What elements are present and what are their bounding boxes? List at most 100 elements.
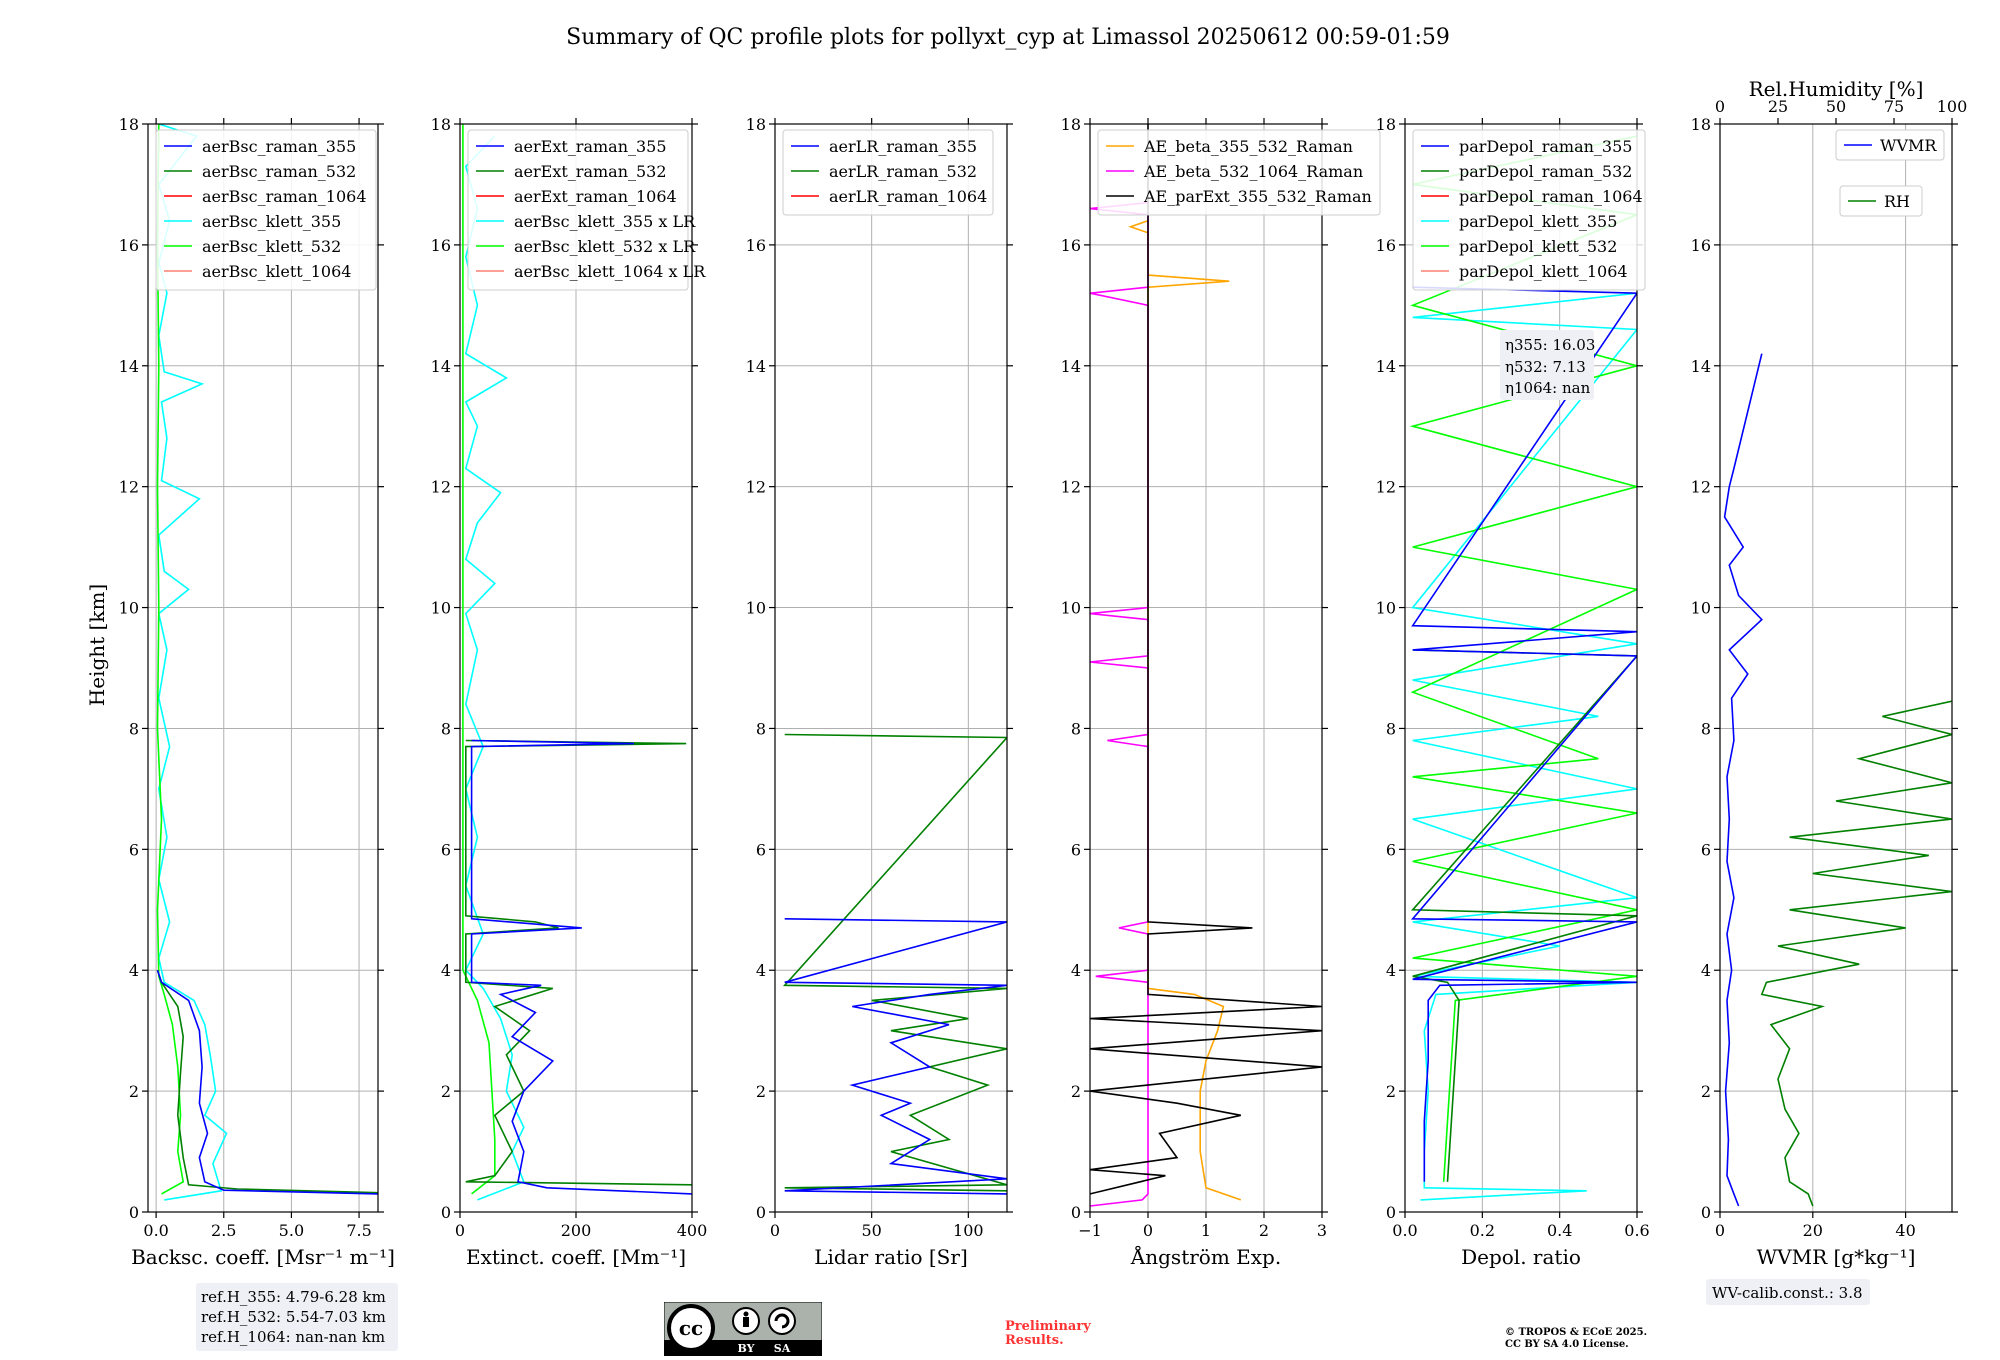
legend-label: aerExt_raman_1064 [514,187,677,206]
y-tick-label: 8 [1386,719,1396,738]
y-tick-label: 0 [1701,1203,1711,1222]
y-tick-label: 18 [1691,115,1711,134]
legend-label: parDepol_raman_532 [1459,162,1632,181]
y-tick-label: 16 [746,236,766,255]
y-tick-label: 8 [1071,719,1081,738]
y-tick-label: 4 [1071,961,1081,980]
x-tick-label: 20 [1803,1221,1823,1240]
x-tick-label: 5.0 [279,1221,304,1240]
y-tick-label: 0 [756,1203,766,1222]
wv-calib-const: WV-calib.const.: 3.8 [1712,1284,1863,1302]
axes-frame [147,123,379,1213]
panel-3: 0 2 4 6 8 10 12 14 16 18 0 50 100 Lidar ratio [Sr] aer… [746,115,1013,1269]
y-tick-label: 18 [746,115,766,134]
y-tick-label: 6 [756,840,766,859]
series-RH [1760,700,1952,1207]
svg-text:cc: cc [679,1316,703,1340]
y-tick-label: 18 [1061,115,1081,134]
wv-calib-box: WV-calib.const.: 3.8 [1706,1279,1870,1305]
ref-height-1064: ref.H_1064: nan-nan km [201,1328,385,1346]
legend-label: aerBsc_klett_355 x LR [514,212,696,231]
y-tick-label: 18 [431,115,451,134]
series-aerBsc_klett_532 [156,124,185,1195]
x-tick-label: 0 [770,1221,780,1240]
y-tick-label: 6 [441,840,451,859]
x2-axis-label: Rel.Humidity [%] [1749,77,1924,101]
series-parDepol_klett_532 [1409,135,1637,1182]
y-tick-label: 4 [1386,961,1396,980]
series-parDepol_raman_355 [1410,286,1637,1182]
legend-label: aerBsc_klett_1064 x LR [514,262,706,281]
x-tick-label: 0.0 [1392,1221,1417,1240]
x2-tick-label: 25 [1768,97,1788,116]
y-tick-label: 2 [129,1082,139,1101]
x-tick-label: 400 [677,1221,708,1240]
legend-wvmr: WVMR [1835,129,1945,161]
copyright-line-1: © TROPOS & ECoE 2025. [1505,1327,1648,1338]
y-tick-label: 12 [746,478,766,497]
y-tick-label: 12 [1061,478,1081,497]
y-tick-label: 12 [1376,478,1396,497]
figure-title: Summary of QC profile plots for pollyxt_… [566,25,1450,50]
preliminary-note: Preliminary Results. [1005,1320,1091,1348]
legend-label: parDepol_raman_355 [1459,137,1632,156]
x-tick-label: 40 [1895,1221,1915,1240]
x2-tick-label: 100 [1937,97,1968,116]
y-tick-label: 14 [431,357,451,376]
x-axis-label: Lidar ratio [Sr] [814,1245,968,1269]
y-tick-label: 8 [129,719,139,738]
x-axis-label: Extinct. coeff. [Mm⁻¹] [466,1245,686,1269]
panel-2: 0 2 4 6 8 10 12 14 16 18 0 200 400 Extinct. coeff. [M… [431,115,708,1269]
y-tick-label: 8 [756,719,766,738]
legend-label: parDepol_raman_1064 [1459,187,1643,206]
x-axis-label: Ångström Exp. [1130,1244,1281,1269]
legend-label: aerBsc_klett_1064 [202,262,351,281]
ref-heights-box: ref.H_355: 4.79-6.28 km ref.H_532: 5.54-… [196,1283,398,1351]
legend-label: aerLR_raman_532 [829,162,977,181]
series-aerExt_raman_532 [465,739,692,1186]
y-tick-label: 10 [1691,599,1711,618]
y-tick-label: 18 [1376,115,1396,134]
x2-tick-label: 0 [1715,97,1725,116]
y-tick-label: 2 [441,1082,451,1101]
x-tick-label: 50 [861,1221,881,1240]
legend: parDepol_raman_355 parDepol_raman_532 parD… [1412,129,1646,291]
y-tick-label: 0 [1386,1203,1396,1222]
panel-5: 0 2 4 6 8 10 12 14 16 18 0.0 0.2 0.4 0.6 Depol. ratio p… [1376,115,1650,1269]
y-tick-label: 10 [1061,599,1081,618]
x-tick-label: 0.2 [1470,1221,1495,1240]
legend-box [782,129,994,216]
y-tick-label: 14 [1691,357,1711,376]
series-aerBsc_klett_355 [157,124,228,1201]
y-tick-label: 4 [129,961,139,980]
y-tick-label: 8 [1701,719,1711,738]
y-tick-label: 2 [1071,1082,1081,1101]
series-parDepol_klett_355 [1411,292,1637,1201]
legend-label: RH [1884,192,1910,211]
y-tick-label: 10 [1376,599,1396,618]
x2-tick-label: 75 [1884,97,1904,116]
x-tick-label: 200 [561,1221,592,1240]
y-tick-label: 4 [756,961,766,980]
x-axis-label: WVMR [g*kg⁻¹] [1757,1245,1916,1269]
copyright-line-2: CC BY SA 4.0 License. [1505,1339,1629,1350]
series-parDepol_raman_532 [1410,649,1637,1182]
ref-height-355: ref.H_355: 4.79-6.28 km [201,1288,386,1306]
x-tick-label: 0.6 [1624,1221,1649,1240]
y-tick-label: 0 [1071,1203,1081,1222]
y-tick-label: 2 [756,1082,766,1101]
y-tick-label: 6 [1071,840,1081,859]
legend-label: aerExt_raman_355 [514,137,667,156]
legend: aerExt_raman_355 aerExt_raman_532 aerExt_r… [467,129,706,291]
x-tick-label: 2.5 [211,1221,236,1240]
legend-box [1412,129,1646,291]
series-aerLR_raman_532 [782,733,1007,1192]
axes-frame [774,123,1008,1213]
legend-label: parDepol_klett_532 [1459,237,1617,256]
series-aerBsc_klett_355 x LR [464,135,525,1201]
eta-355: η355: 16.03 [1505,336,1595,354]
legend-label: parDepol_klett_1064 [1459,262,1628,281]
x-tick-label: 0.0 [143,1221,168,1240]
